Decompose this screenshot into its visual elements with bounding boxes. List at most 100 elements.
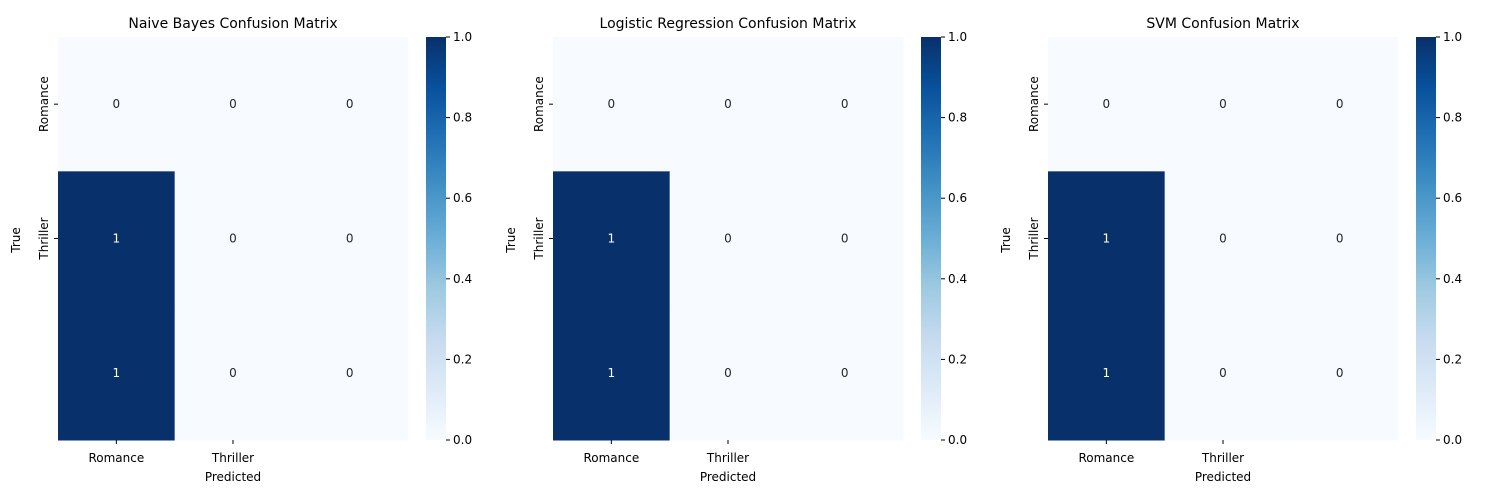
colorbar (921, 37, 941, 440)
heatmap-cell (1281, 171, 1399, 307)
heatmap-cell (1164, 171, 1282, 307)
heatmap-cell (553, 171, 671, 307)
cell-annotation: 0 (1103, 97, 1111, 111)
cell-annotation: 1 (608, 366, 616, 380)
cell-annotation: 0 (1336, 232, 1344, 246)
colorbar-tick-label: 0.6 (1443, 191, 1462, 205)
y-tick-label: Thriller (37, 217, 51, 260)
heatmap-cell (1048, 37, 1166, 172)
cell-annotation: 0 (724, 232, 732, 246)
cell-annotation: 1 (1103, 366, 1111, 380)
cell-annotation: 0 (229, 366, 237, 380)
heatmap-cell (553, 37, 671, 172)
y-tick-label: Romance (532, 76, 546, 132)
x-axis-label: Predicted (700, 470, 756, 484)
x-axis-label: Predicted (205, 470, 261, 484)
heatmap-cell (174, 37, 292, 172)
heatmap-cell (786, 171, 904, 307)
colorbar-tick-label: 0.0 (453, 433, 472, 447)
heatmap-cell (1164, 37, 1282, 172)
colorbar-tick-label: 0.0 (1443, 433, 1462, 447)
cell-annotation: 0 (113, 97, 121, 111)
y-tick-label: Romance (37, 76, 51, 132)
chart-title: Naive Bayes Confusion Matrix (128, 16, 337, 32)
cell-annotation: 0 (1219, 97, 1227, 111)
heatmap-cell (291, 305, 409, 441)
cell-annotation: 0 (1219, 232, 1227, 246)
colorbar-tick-label: 0.8 (453, 111, 472, 125)
heatmap-cell (174, 171, 292, 307)
cell-annotation: 0 (229, 232, 237, 246)
heatmap-panel-1: 0 0 0 1 0 0 1 0 0 Naive Bayes Confusion Matrix Rom… (9, 16, 472, 484)
colorbar-tick-label: 1.0 (948, 30, 967, 44)
colorbar-tick-label: 1.0 (1443, 30, 1462, 44)
y-axis-label: True (504, 227, 518, 254)
heatmap-cell (786, 37, 904, 172)
y-axis-label: True (9, 227, 23, 254)
cell-annotation: 1 (113, 232, 121, 246)
heatmap-cell (58, 305, 176, 441)
colorbar (1416, 37, 1436, 440)
colorbar-tick-label: 1.0 (453, 30, 472, 44)
heatmap-cell (58, 37, 176, 172)
y-axis-label: True (999, 227, 1013, 254)
cell-annotation: 0 (724, 366, 732, 380)
colorbar-tick-label: 0.8 (948, 111, 967, 125)
cell-annotation: 0 (1336, 366, 1344, 380)
heatmap-cell (291, 171, 409, 307)
chart-title: Logistic Regression Confusion Matrix (600, 16, 857, 32)
cell-annotation: 0 (841, 232, 849, 246)
colorbar-tick-label: 0.2 (1443, 352, 1462, 366)
heatmap-cell (553, 305, 671, 441)
heatmap-cell (1048, 171, 1166, 307)
x-tick-label: Romance (583, 451, 639, 465)
colorbar-tick-label: 0.2 (948, 352, 967, 366)
heatmap-cell (1164, 305, 1282, 441)
y-tick-label: Thriller (1027, 217, 1041, 260)
cell-annotation: 0 (1219, 366, 1227, 380)
cell-annotation: 0 (229, 97, 237, 111)
heatmap-panel-2: 0 0 0 1 0 0 1 0 0 Logistic Regression Confusion M… (504, 16, 967, 484)
cell-annotation: 0 (841, 366, 849, 380)
colorbar (426, 37, 446, 440)
heatmap-cell (1281, 37, 1399, 172)
x-tick-label: Thriller (211, 451, 254, 465)
x-tick-label: Romance (88, 451, 144, 465)
heatmap-cell (174, 305, 292, 441)
colorbar-tick-label: 0.0 (948, 433, 967, 447)
chart-title: SVM Confusion Matrix (1146, 16, 1299, 32)
heatmap-cell (291, 37, 409, 172)
colorbar-tick-label: 0.8 (1443, 111, 1462, 125)
cell-annotation: 1 (1103, 232, 1111, 246)
heatmap-cell (1281, 305, 1399, 441)
cell-annotation: 0 (346, 97, 354, 111)
heatmap-panel-3: 0 0 0 1 0 0 1 0 0 SVM Confusion Matrix Romance Thri… (999, 16, 1462, 484)
colorbar-tick-label: 0.4 (453, 272, 472, 286)
colorbar-tick-label: 0.4 (1443, 272, 1462, 286)
cell-annotation: 0 (1336, 97, 1344, 111)
y-tick-label: Romance (1027, 76, 1041, 132)
x-tick-label: Thriller (1201, 451, 1244, 465)
heatmap-cell (58, 171, 176, 307)
cell-annotation: 0 (346, 366, 354, 380)
colorbar-tick-label: 0.6 (948, 191, 967, 205)
cell-annotation: 0 (608, 97, 616, 111)
cell-annotation: 1 (113, 366, 121, 380)
heatmap-cell (669, 305, 787, 441)
heatmap-cell (669, 171, 787, 307)
cell-annotation: 0 (346, 232, 354, 246)
cell-annotation: 1 (608, 232, 616, 246)
y-tick-label: Thriller (532, 217, 546, 260)
heatmap-cell (1048, 305, 1166, 441)
cell-annotation: 0 (724, 97, 732, 111)
heatmap-cell (669, 37, 787, 172)
colorbar-tick-label: 0.6 (453, 191, 472, 205)
x-axis-label: Predicted (1195, 470, 1251, 484)
x-tick-label: Romance (1078, 451, 1134, 465)
colorbar-tick-label: 0.2 (453, 352, 472, 366)
colorbar-tick-label: 0.4 (948, 272, 967, 286)
heatmap-cell (786, 305, 904, 441)
cell-annotation: 0 (841, 97, 849, 111)
x-tick-label: Thriller (706, 451, 749, 465)
